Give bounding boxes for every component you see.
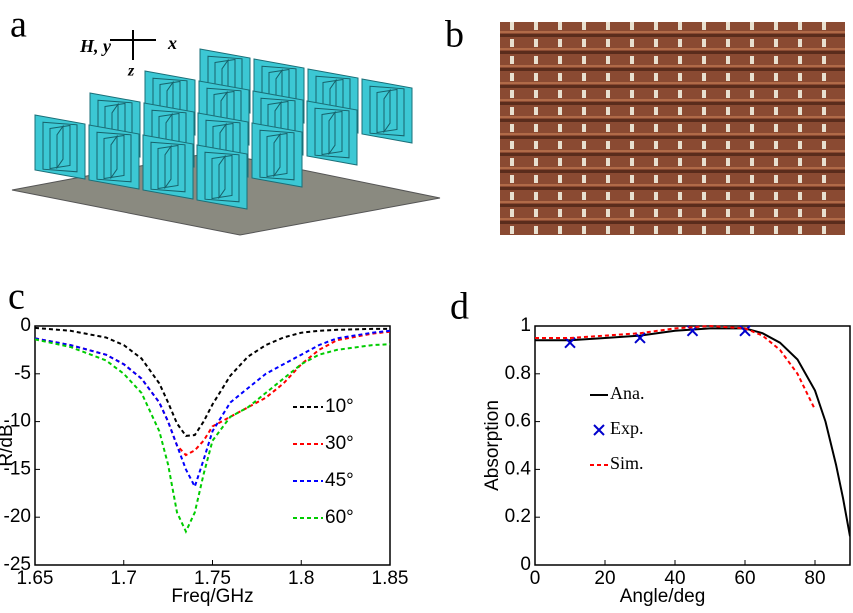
- marker: [564, 337, 576, 349]
- axis-name: x: [167, 33, 177, 53]
- x-tick-label: 1.75: [194, 568, 231, 589]
- legend-label: Exp.: [610, 418, 644, 438]
- ring: [150, 141, 186, 193]
- panel: [88, 124, 140, 190]
- axis-name: z: [127, 63, 135, 80]
- ring: [369, 85, 405, 137]
- x-tick-label: 1.65: [17, 568, 54, 589]
- panel-label: b: [445, 14, 464, 56]
- ring: [383, 88, 391, 134]
- cell: [196, 144, 248, 210]
- x-axis-label: Angle/deg: [620, 586, 706, 607]
- ring: [42, 121, 78, 173]
- panel: [306, 100, 358, 166]
- x-tick-label: 1.85: [372, 568, 409, 589]
- x-tick-label: 40: [664, 568, 685, 589]
- y-tick-label: -5: [14, 363, 31, 384]
- series-line: [35, 338, 390, 534]
- ring: [56, 124, 64, 170]
- x-tick-label: 0: [530, 568, 541, 589]
- panel: [251, 122, 303, 188]
- legend-label: 45°: [325, 470, 354, 491]
- marker: [739, 325, 751, 337]
- ring: [314, 107, 350, 159]
- cell: [306, 100, 358, 166]
- y-tick-label: 1: [520, 315, 531, 336]
- legend-label: 10°: [325, 396, 354, 417]
- y-tick-label: -25: [4, 554, 31, 575]
- legend-label: 60°: [325, 507, 354, 528]
- y-axis-label: R/dB: [0, 424, 17, 466]
- cell: [34, 114, 86, 180]
- ring: [204, 151, 240, 203]
- y-tick-label: 0: [20, 315, 31, 336]
- y-tick-label: 0.6: [505, 411, 531, 432]
- ring: [328, 110, 336, 156]
- y-tick-label: -20: [4, 506, 31, 527]
- x-tick-label: 60: [734, 568, 755, 589]
- panel: [361, 78, 413, 144]
- schematic: [11, 48, 441, 236]
- ring: [164, 144, 172, 190]
- cell: [88, 124, 140, 190]
- axis-arrows: [110, 30, 156, 60]
- y-tick-label: 0.4: [505, 458, 532, 479]
- series-line: [535, 327, 850, 537]
- y-tick-label: 0.8: [505, 363, 531, 384]
- panel-label: d: [450, 286, 469, 328]
- y-axis-label: Absorption: [482, 400, 503, 491]
- series-line: [535, 324, 816, 411]
- series-line: [35, 329, 390, 490]
- legend-symbol: [593, 424, 605, 436]
- series-line: [35, 326, 390, 437]
- legend-label: 30°: [325, 433, 354, 454]
- legend-label: Sim.: [610, 453, 644, 473]
- panel: [142, 134, 194, 200]
- ring: [96, 131, 132, 183]
- y-tick-label: 0.2: [505, 506, 531, 527]
- legend-label: Ana.: [610, 383, 645, 403]
- cell: [142, 134, 194, 200]
- axis-name: H, y: [79, 36, 112, 56]
- x-tick-label: 1.7: [111, 568, 137, 589]
- x-tick-label: 80: [804, 568, 825, 589]
- panel-label: a: [10, 4, 27, 46]
- panel: [34, 114, 86, 180]
- ring: [218, 154, 226, 200]
- y-tick-label: -15: [4, 458, 31, 479]
- ring: [110, 134, 118, 180]
- ring: [259, 129, 295, 181]
- panel: [196, 144, 248, 210]
- plot-frame: [534, 325, 851, 566]
- x-tick-label: 1.8: [288, 568, 314, 589]
- x-axis-label: Freq/GHz: [171, 586, 253, 607]
- cell: [361, 78, 413, 144]
- x-tick-label: 20: [594, 568, 615, 589]
- y-tick-label: 0: [520, 554, 531, 575]
- sample-photo: [500, 22, 845, 235]
- marker: [634, 332, 646, 344]
- ring: [273, 132, 281, 178]
- panel-label: c: [8, 276, 25, 318]
- cell: [251, 122, 303, 188]
- y-tick-label: -10: [4, 411, 31, 432]
